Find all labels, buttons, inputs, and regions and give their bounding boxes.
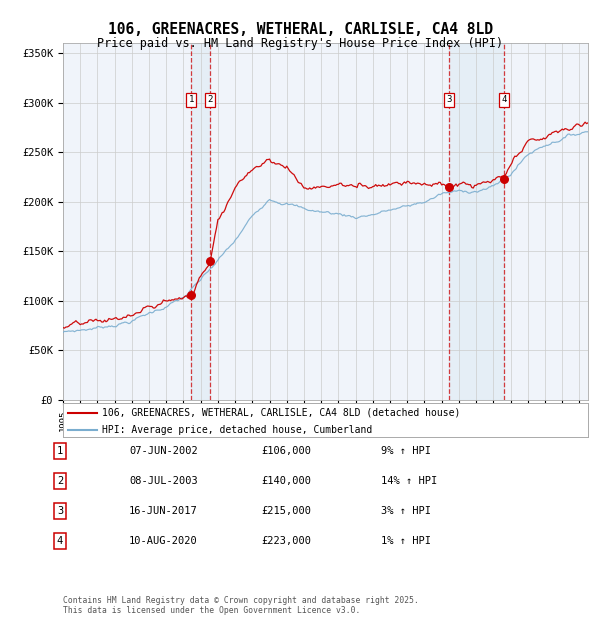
Point bbox=[186, 290, 196, 300]
Text: 3: 3 bbox=[447, 95, 452, 104]
Text: HPI: Average price, detached house, Cumberland: HPI: Average price, detached house, Cumb… bbox=[103, 425, 373, 435]
Text: 16-JUN-2017: 16-JUN-2017 bbox=[129, 506, 198, 516]
Text: 4: 4 bbox=[57, 536, 63, 546]
Text: 1% ↑ HPI: 1% ↑ HPI bbox=[381, 536, 431, 546]
Bar bbox=[191, 43, 209, 400]
Text: 1: 1 bbox=[57, 446, 63, 456]
Text: 106, GREENACRES, WETHERAL, CARLISLE, CA4 8LD: 106, GREENACRES, WETHERAL, CARLISLE, CA4… bbox=[107, 22, 493, 37]
Text: £223,000: £223,000 bbox=[261, 536, 311, 546]
Point bbox=[445, 182, 454, 192]
Point bbox=[205, 256, 214, 266]
Text: Price paid vs. HM Land Registry's House Price Index (HPI): Price paid vs. HM Land Registry's House … bbox=[97, 37, 503, 50]
Text: 2: 2 bbox=[57, 476, 63, 486]
Text: 07-JUN-2002: 07-JUN-2002 bbox=[129, 446, 198, 456]
Text: 4: 4 bbox=[501, 95, 506, 104]
Text: 106, GREENACRES, WETHERAL, CARLISLE, CA4 8LD (detached house): 106, GREENACRES, WETHERAL, CARLISLE, CA4… bbox=[103, 407, 461, 417]
Text: 10-AUG-2020: 10-AUG-2020 bbox=[129, 536, 198, 546]
Text: 2: 2 bbox=[207, 95, 212, 104]
Text: £140,000: £140,000 bbox=[261, 476, 311, 486]
Bar bbox=[449, 43, 504, 400]
Text: 3: 3 bbox=[57, 506, 63, 516]
Text: 3% ↑ HPI: 3% ↑ HPI bbox=[381, 506, 431, 516]
Text: 14% ↑ HPI: 14% ↑ HPI bbox=[381, 476, 437, 486]
Text: £215,000: £215,000 bbox=[261, 506, 311, 516]
Point bbox=[499, 174, 509, 184]
Text: Contains HM Land Registry data © Crown copyright and database right 2025.
This d: Contains HM Land Registry data © Crown c… bbox=[63, 596, 419, 615]
Text: 08-JUL-2003: 08-JUL-2003 bbox=[129, 476, 198, 486]
Text: 1: 1 bbox=[188, 95, 194, 104]
Text: 9% ↑ HPI: 9% ↑ HPI bbox=[381, 446, 431, 456]
Text: £106,000: £106,000 bbox=[261, 446, 311, 456]
